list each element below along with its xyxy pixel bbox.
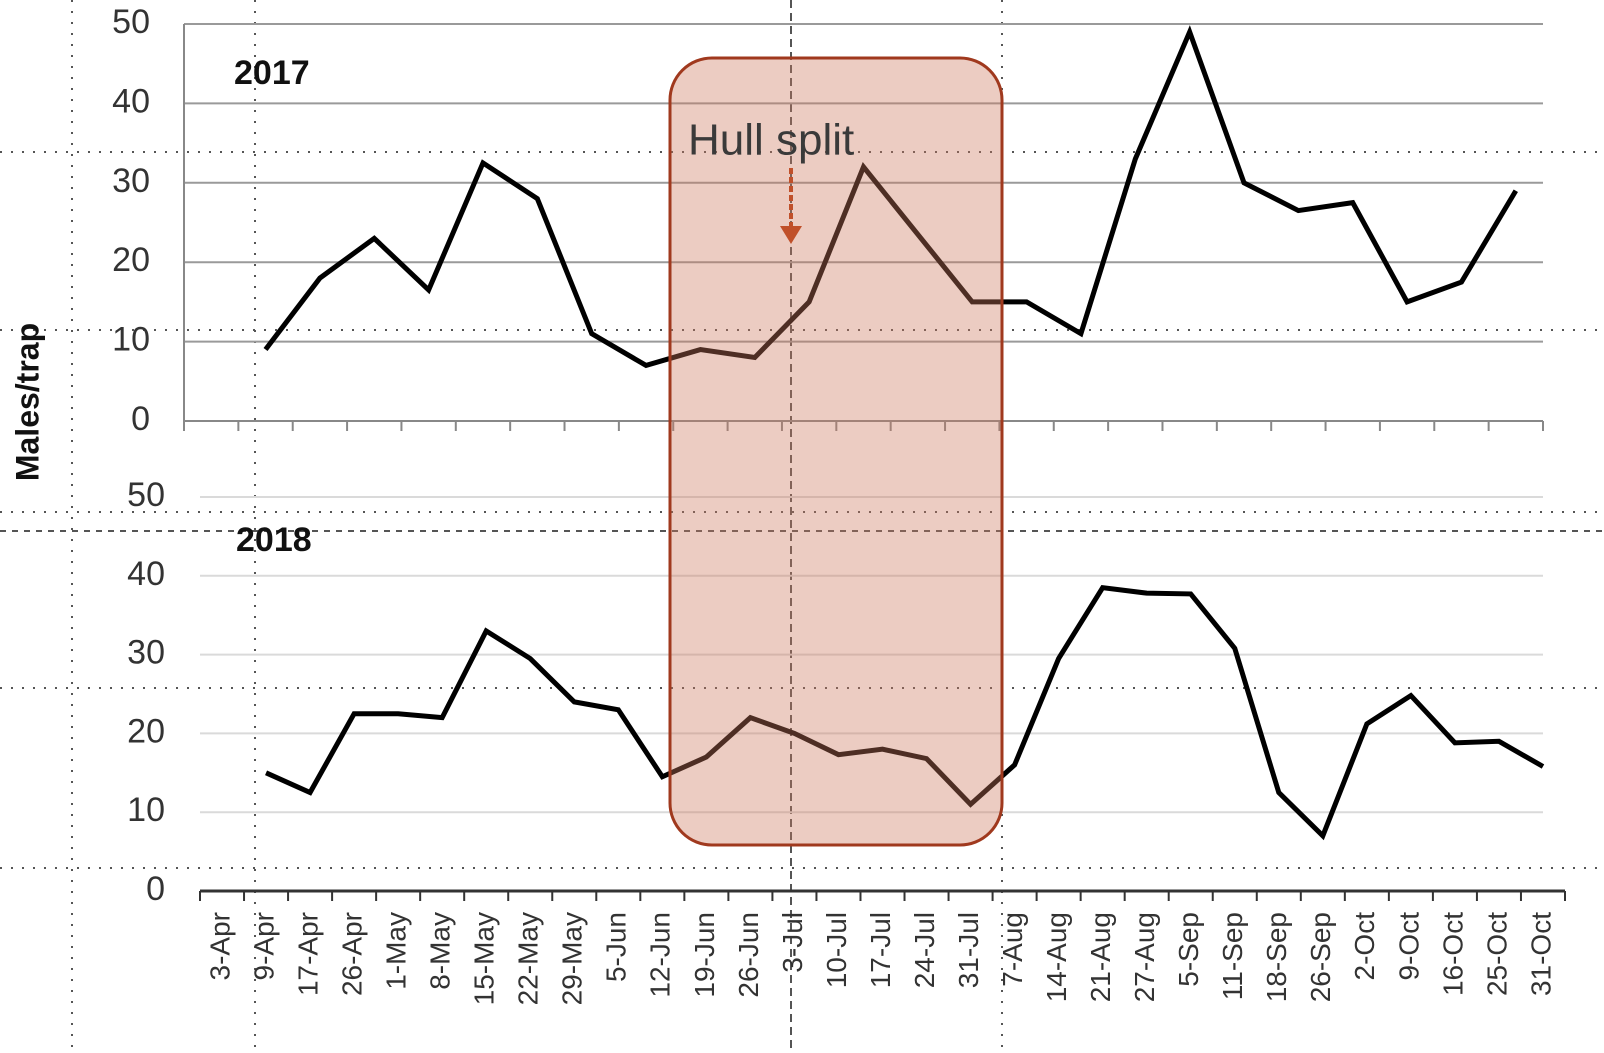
x-tick-label: 26-Sep — [1305, 912, 1336, 1002]
x-tick-label: 26-Apr — [337, 912, 368, 996]
x-tick-label: 5-Jun — [601, 912, 632, 982]
y-axis-label: Males/trap — [9, 323, 45, 481]
x-tick-label: 24-Jul — [909, 912, 940, 988]
hull-split-overlay — [670, 58, 1002, 845]
y-tick-label: 40 — [112, 82, 150, 120]
x-tick-label: 27-Aug — [1129, 912, 1160, 1002]
y-tick-label: 40 — [127, 555, 165, 593]
y-tick-label: 20 — [127, 712, 165, 750]
highlight-box — [670, 58, 1002, 845]
y-tick-label: 50 — [127, 476, 165, 514]
y-tick-label: 30 — [127, 634, 165, 672]
x-tick-label: 10-Jul — [821, 912, 852, 988]
y-tick-label: 0 — [146, 870, 165, 908]
annotation: Hull split — [688, 116, 854, 165]
x-tick-label: 31-Oct — [1525, 912, 1556, 996]
x-tick-label: 12-Jun — [645, 912, 676, 998]
x-tick-label: 14-Aug — [1041, 912, 1072, 1002]
x-tick-label: 16-Oct — [1437, 912, 1468, 996]
x-tick-label: 15-May — [469, 912, 500, 1005]
y-tick-label: 20 — [112, 241, 150, 279]
x-tick-label: 3-Apr — [204, 912, 235, 980]
y-tick-label: 30 — [112, 162, 150, 200]
panel-title: 2017 — [234, 54, 310, 92]
y-tick-label: 0 — [131, 400, 150, 438]
x-tick-label: 3-Jul — [777, 912, 808, 973]
panel-title: 2018 — [236, 521, 312, 559]
x-tick-label: 9-Apr — [248, 912, 279, 980]
x-tick-label: 19-Jun — [689, 912, 720, 998]
x-tick-label: 17-Apr — [292, 912, 323, 996]
x-tick-label: 9-Oct — [1393, 912, 1424, 981]
x-tick-label: 1-May — [381, 912, 412, 990]
x-tick-label: 29-May — [557, 912, 588, 1005]
x-tick-label: 7-Aug — [997, 912, 1028, 987]
chart: 0 10 20 30 40 50 0 10 20 30 40 50 3-Apr 9-Apr 17-Apr 26… — [0, 0, 1604, 1053]
x-tick-label: 22-May — [513, 912, 544, 1005]
x-tick-label: 11-Sep — [1217, 912, 1248, 1000]
x-tick-label: 25-Oct — [1481, 912, 1512, 996]
y-tick-label: 10 — [127, 791, 165, 829]
x-tick-label: 17-Jul — [865, 912, 896, 988]
x-tick-label: 2-Oct — [1349, 912, 1380, 981]
x-tick-label: 26-Jun — [733, 912, 764, 998]
y-tick-label: 10 — [112, 321, 150, 359]
x-tick-label: 5-Sep — [1173, 912, 1204, 987]
x-tick-label: 31-Jul — [953, 912, 984, 988]
x-tick-label: 21-Aug — [1085, 912, 1116, 1002]
x-tick-label: 8-May — [425, 912, 456, 990]
y-tick-label: 50 — [112, 3, 150, 41]
x-tick-label: 18-Sep — [1261, 912, 1292, 1002]
